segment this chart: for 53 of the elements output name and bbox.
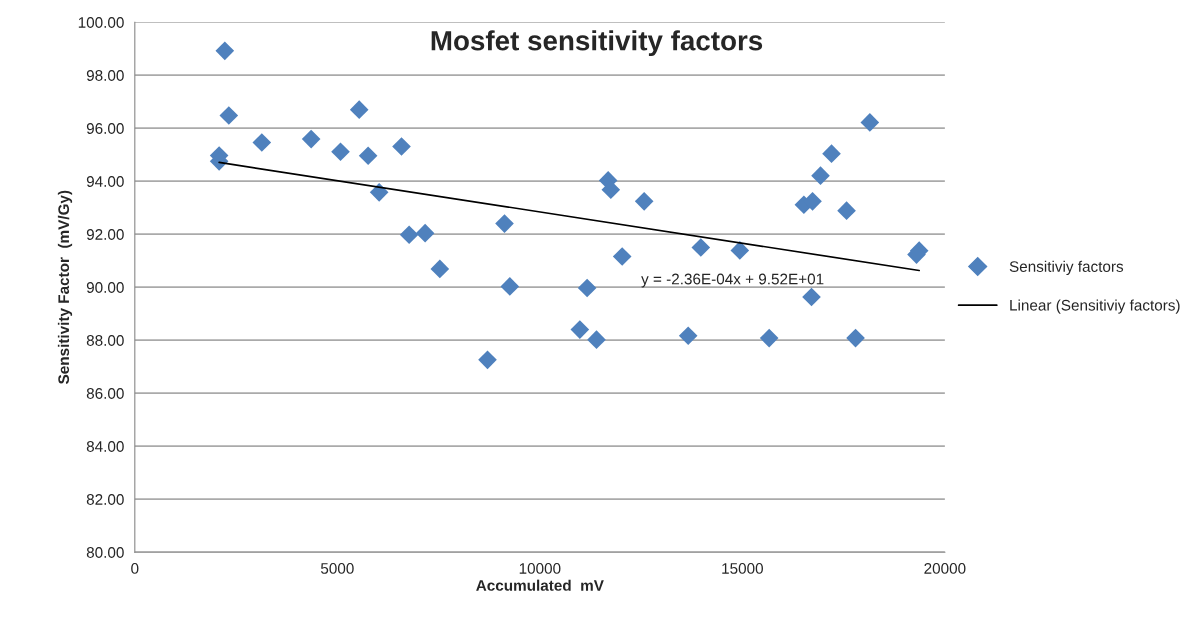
point: [811, 166, 830, 185]
y-tick-label: 98.00: [86, 70, 124, 81]
x-axis-title: Accumulated mV: [476, 579, 604, 591]
point: [759, 328, 779, 348]
point: [846, 328, 865, 348]
point: [252, 133, 272, 152]
y-tick-label: 86.00: [86, 388, 124, 399]
x-tick-label: 15000: [722, 563, 763, 574]
point: [802, 287, 821, 307]
y-tick-label: 88.00: [86, 335, 124, 346]
point: [369, 183, 389, 202]
x-tick-label: 10000: [519, 563, 561, 574]
point: [358, 146, 378, 166]
point: [430, 259, 450, 279]
point: [349, 100, 369, 119]
point: [301, 129, 321, 149]
chart-title: Mosfet sensitivity factors: [431, 30, 763, 57]
x-tick-label: 5000: [320, 563, 354, 574]
y-tick-label: 92.00: [86, 229, 124, 240]
y-tick-label: 100.00: [78, 17, 124, 28]
point: [331, 142, 350, 162]
point: [730, 241, 750, 260]
y-tick-label: 90.00: [86, 282, 124, 293]
point: [612, 247, 632, 266]
legend-label: Linear (Sensitiviy factors): [1010, 299, 1180, 314]
y-tick-label: 82.00: [86, 494, 124, 505]
x-tick-label: 0: [131, 563, 139, 574]
point: [601, 180, 621, 200]
legend-label: Sensitiviy factors: [1009, 260, 1124, 275]
point: [587, 330, 606, 349]
y-tick-label: 96.00: [86, 123, 124, 134]
point: [634, 192, 654, 211]
point: [215, 41, 235, 61]
point: [678, 326, 698, 346]
y-tick-label: 84.00: [86, 441, 124, 452]
point: [478, 350, 497, 370]
point: [822, 144, 841, 163]
y-tick-label: 94.00: [86, 176, 124, 187]
point: [495, 214, 514, 233]
point: [500, 277, 520, 296]
point: [691, 238, 711, 257]
point: [415, 223, 435, 243]
point: [577, 278, 597, 298]
annotation: y = -2.36E-04x + 9.52E+01: [641, 273, 824, 288]
point: [392, 137, 411, 156]
point: [837, 201, 856, 220]
point: [219, 106, 239, 125]
x-tick-label: 20000: [924, 563, 966, 574]
y-axis-title: Sensitivity Factor (mV/Gy): [57, 190, 73, 384]
point: [399, 225, 419, 245]
point: [570, 320, 590, 339]
point: [860, 113, 880, 132]
y-tick-label: 80.00: [86, 547, 124, 558]
